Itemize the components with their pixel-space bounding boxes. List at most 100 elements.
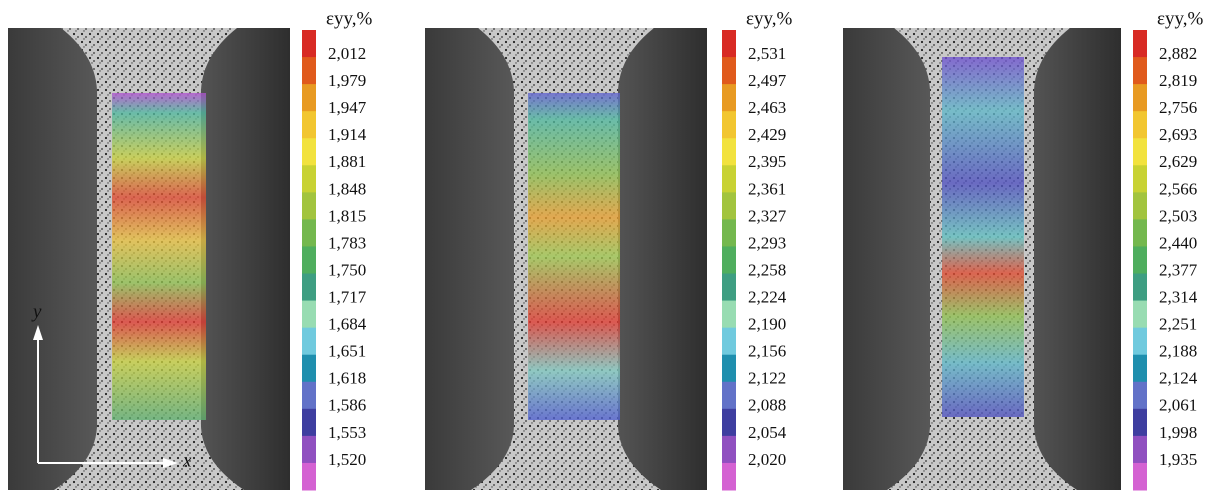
colorbar-label: 2,756	[1159, 98, 1197, 117]
colorbar-label: 1,979	[328, 71, 366, 90]
colorbar-label: 2,088	[748, 396, 786, 415]
strain-field	[528, 93, 620, 420]
colorbar-segment	[722, 301, 736, 329]
colorbar-segment	[1133, 355, 1147, 383]
colorbar-label: 2,122	[748, 369, 786, 388]
colorbar-label: 2,882	[1159, 44, 1197, 63]
colorbar-segment	[1133, 328, 1147, 356]
colorbar-label: 1,684	[328, 315, 367, 334]
colorbar-label: 2,377	[1159, 260, 1198, 279]
colorbar-segment	[1133, 219, 1147, 247]
colorbar-label: 1,848	[328, 179, 366, 198]
colorbar-segment	[1133, 436, 1147, 464]
colorbar-label: 2,429	[748, 125, 786, 144]
colorbar-segment	[302, 219, 316, 247]
colorbar-label: 2,327	[748, 206, 787, 225]
colorbar-label: 2,395	[748, 152, 786, 171]
colorbar-segment	[302, 355, 316, 383]
colorbar-segment	[1133, 57, 1147, 85]
colorbar-segment	[1133, 274, 1147, 302]
colorbar-segment	[1133, 301, 1147, 329]
colorbar-segment	[722, 328, 736, 356]
colorbar-title: εyy,%	[746, 8, 792, 29]
colorbar-segment	[1133, 192, 1147, 220]
colorbar-segment	[722, 165, 736, 193]
strain-field	[112, 93, 206, 420]
colorbar-segment	[302, 138, 316, 166]
colorbar-segment	[722, 219, 736, 247]
colorbar-segment	[302, 436, 316, 464]
colorbar-label: 2,629	[1159, 152, 1197, 171]
colorbar-segment	[302, 301, 316, 329]
colorbar-segment	[302, 165, 316, 193]
colorbar-label: 2,061	[1159, 396, 1197, 415]
colorbar-segment	[302, 57, 316, 85]
colorbar-segment	[1133, 138, 1147, 166]
colorbar-label: 2,124	[1159, 369, 1198, 388]
colorbar-label: 2,819	[1159, 71, 1197, 90]
colorbar-label: 2,566	[1159, 179, 1197, 198]
colorbar-label: 2,531	[748, 44, 786, 63]
y-axis-label: y	[31, 301, 42, 322]
colorbar-segment	[1133, 382, 1147, 410]
panel: εyy,% 2,012 1,979 1,947 1,914 1,881 1,848 1,815…	[8, 8, 372, 490]
colorbar-segment	[1133, 463, 1147, 491]
colorbar-label: 2,463	[748, 98, 786, 117]
colorbar-label: 1,553	[328, 423, 366, 442]
colorbar-segment	[1133, 111, 1147, 139]
figure: εyy,% 2,012 1,979 1,947 1,914 1,881 1,848 1,815…	[0, 0, 1222, 496]
colorbar-segment	[302, 274, 316, 302]
colorbar-segment	[722, 57, 736, 85]
colorbar-label: 1,783	[328, 233, 366, 252]
colorbar-segment	[1133, 409, 1147, 437]
panel: εyy,% 2,882 2,819 2,756 2,693 2,629 2,566 2,503…	[843, 8, 1203, 490]
colorbar-label: 2,054	[748, 423, 787, 442]
colorbar-segment	[302, 382, 316, 410]
colorbar-label: 2,497	[748, 71, 787, 90]
colorbar-label: 2,361	[748, 179, 786, 198]
colorbar-segment	[1133, 246, 1147, 274]
colorbar-label: 2,693	[1159, 125, 1197, 144]
colorbar-segment	[302, 192, 316, 220]
colorbar-label: 2,188	[1159, 342, 1197, 361]
colorbar-segment	[1133, 84, 1147, 112]
colorbar-label: 1,717	[328, 287, 367, 306]
colorbar-title: εyy,%	[1157, 8, 1203, 29]
colorbar-label: 2,258	[748, 260, 786, 279]
colorbar-segment	[722, 409, 736, 437]
colorbar-segment	[722, 436, 736, 464]
colorbar-label: 1,815	[328, 206, 366, 225]
colorbar-segment	[302, 328, 316, 356]
colorbar-segment	[302, 246, 316, 274]
colorbar-title: εyy,%	[326, 8, 372, 29]
colorbar-segment	[722, 138, 736, 166]
colorbar-segment	[302, 84, 316, 112]
colorbar-segment	[722, 30, 736, 58]
colorbar-segment	[302, 463, 316, 491]
colorbar-label: 2,314	[1159, 287, 1198, 306]
x-axis-label: x	[182, 450, 192, 471]
panel: εyy,% 2,531 2,497 2,463 2,429 2,395 2,361 2,327…	[425, 8, 792, 490]
colorbar-label: 2,020	[748, 450, 786, 469]
colorbar-label: 2,190	[748, 315, 786, 334]
colorbar-segment	[722, 382, 736, 410]
colorbar-segment	[722, 274, 736, 302]
colorbar-label: 1,935	[1159, 450, 1197, 469]
colorbar-label: 2,224	[748, 287, 787, 306]
colorbar-label: 2,440	[1159, 233, 1197, 252]
colorbar-label: 2,503	[1159, 206, 1197, 225]
colorbar-label: 1,651	[328, 342, 366, 361]
colorbar-label: 2,293	[748, 233, 786, 252]
colorbar-segment	[722, 111, 736, 139]
colorbar-label: 2,251	[1159, 315, 1197, 334]
colorbar-label: 2,156	[748, 342, 786, 361]
colorbar-segment	[302, 111, 316, 139]
colorbar-segment	[1133, 165, 1147, 193]
colorbar-label: 1,914	[328, 125, 367, 144]
colorbar-label: 1,998	[1159, 423, 1197, 442]
colorbar-label: 2,012	[328, 44, 366, 63]
colorbar-label: 1,947	[328, 98, 367, 117]
colorbar-label: 1,881	[328, 152, 366, 171]
colorbar-segment	[302, 409, 316, 437]
colorbar-label: 1,586	[328, 396, 366, 415]
